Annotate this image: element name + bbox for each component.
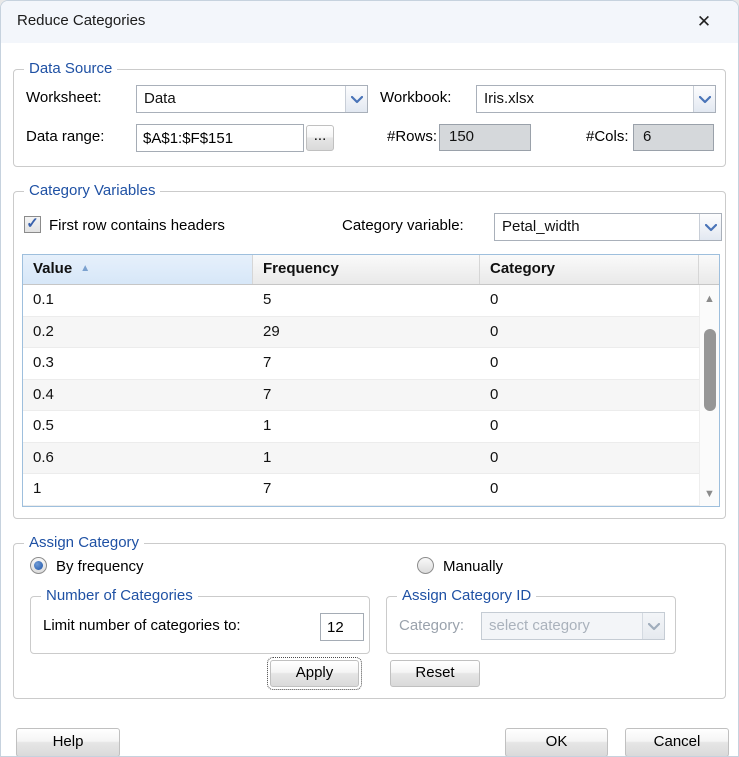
column-header-frequency[interactable]: Frequency bbox=[253, 255, 480, 284]
table-header: Value ▲ Frequency Category bbox=[23, 255, 719, 285]
worksheet-label: Worksheet: bbox=[26, 89, 102, 106]
manually-radio[interactable] bbox=[417, 557, 434, 574]
table-cell: 0 bbox=[490, 385, 499, 403]
cols-label: #Cols: bbox=[586, 128, 629, 145]
worksheet-value: Data bbox=[144, 90, 176, 107]
dialog-title: Reduce Categories bbox=[17, 12, 146, 29]
frequency-table: Value ▲ Frequency Category 0.1 5 0 0.2 29 0 0.3… bbox=[22, 254, 720, 507]
data-range-input[interactable] bbox=[136, 124, 304, 152]
table-cell: 1 bbox=[263, 417, 272, 434]
table-body: 0.1 5 0 0.2 29 0 0.3 7 0 0.4 7 0 0.5 1 0 0.6 1 0 1 7 0 bbox=[23, 285, 719, 506]
category-label: Category: bbox=[399, 617, 465, 634]
table-cell: 1 bbox=[33, 480, 42, 497]
apply-button[interactable]: Apply bbox=[267, 657, 362, 690]
assign-category-id-group: Assign Category ID Category: select cate… bbox=[386, 587, 676, 654]
table-cell: 0.3 bbox=[33, 354, 54, 371]
ok-button[interactable]: OK bbox=[505, 728, 608, 756]
cols-value-field: 6 bbox=[633, 124, 714, 151]
table-row[interactable]: 0.4 7 0 bbox=[23, 379, 719, 411]
table-cell: 0.5 bbox=[33, 417, 54, 434]
table-row[interactable]: 1 7 0 bbox=[23, 474, 719, 506]
table-cell: 7 bbox=[263, 354, 272, 371]
table-row[interactable]: 0.1 5 0 bbox=[23, 285, 719, 317]
manually-label: Manually bbox=[443, 558, 504, 575]
column-header-label: Value bbox=[33, 260, 73, 277]
category-combobox: select category bbox=[481, 612, 665, 640]
by-frequency-radio[interactable] bbox=[30, 557, 47, 574]
column-header-value[interactable]: Value ▲ bbox=[23, 255, 253, 284]
workbook-combobox[interactable]: Iris.xlsx bbox=[476, 85, 716, 113]
column-header-category[interactable]: Category bbox=[480, 255, 699, 284]
category-variables-group: Category Variables ✓ First row contains … bbox=[13, 182, 726, 519]
number-of-categories-group: Number of Categories Limit number of cat… bbox=[30, 587, 370, 654]
help-button[interactable]: Help bbox=[16, 728, 120, 756]
check-icon: ✓ bbox=[26, 215, 39, 232]
number-of-categories-group-label: Number of Categories bbox=[41, 587, 198, 604]
table-cell: 0.4 bbox=[33, 385, 54, 403]
data-range-label: Data range: bbox=[26, 128, 105, 145]
chevron-down-icon bbox=[350, 91, 363, 108]
table-cell: 0 bbox=[490, 448, 499, 466]
reset-button[interactable]: Reset bbox=[390, 660, 480, 687]
radio-selected-dot bbox=[34, 561, 43, 570]
table-row[interactable]: 0.3 7 0 bbox=[23, 348, 719, 380]
browse-button[interactable]: ... bbox=[306, 125, 334, 151]
chevron-down-icon bbox=[698, 91, 711, 108]
cancel-button[interactable]: Cancel bbox=[625, 728, 729, 756]
table-cell: 29 bbox=[263, 322, 280, 340]
sort-ascending-icon: ▲ bbox=[80, 263, 91, 274]
by-frequency-label: By frequency bbox=[56, 558, 144, 575]
category-combobox-value: select category bbox=[489, 617, 590, 634]
category-variable-combobox[interactable]: Petal_width bbox=[494, 213, 722, 241]
table-cell: 5 bbox=[263, 291, 272, 308]
title-bar: Reduce Categories ✕ bbox=[1, 1, 738, 43]
scroll-down-icon[interactable]: ▼ bbox=[704, 488, 715, 500]
data-source-group-label: Data Source bbox=[24, 60, 118, 77]
assign-category-id-group-label: Assign Category ID bbox=[397, 587, 537, 604]
radio-unselected-dot bbox=[421, 561, 430, 570]
chevron-down-icon bbox=[647, 618, 660, 635]
rows-label: #Rows: bbox=[387, 128, 438, 145]
table-cell: 1 bbox=[263, 448, 272, 466]
workbook-dropdown-button[interactable] bbox=[693, 86, 715, 112]
table-cell: 0 bbox=[490, 354, 499, 371]
worksheet-dropdown-button[interactable] bbox=[345, 86, 367, 112]
category-variable-value: Petal_width bbox=[502, 218, 580, 235]
category-variable-dropdown-button[interactable] bbox=[699, 214, 721, 240]
category-variable-label: Category variable: bbox=[342, 217, 464, 234]
table-cell: 0.6 bbox=[33, 448, 54, 466]
table-scrollbar[interactable]: ▲ ▼ bbox=[699, 285, 719, 506]
data-source-group: Data Source Worksheet: Data Workbook: Ir… bbox=[13, 60, 726, 167]
category-variables-group-label: Category Variables bbox=[24, 182, 161, 199]
table-cell: 0 bbox=[490, 291, 499, 308]
worksheet-combobox[interactable]: Data bbox=[136, 85, 368, 113]
limit-categories-label: Limit number of categories to: bbox=[43, 617, 241, 634]
workbook-value: Iris.xlsx bbox=[484, 90, 534, 107]
table-cell: 0.1 bbox=[33, 291, 54, 308]
table-cell: 0 bbox=[490, 417, 499, 434]
table-row[interactable]: 0.5 1 0 bbox=[23, 411, 719, 443]
first-row-headers-checkbox[interactable]: ✓ bbox=[24, 216, 41, 233]
scrollbar-thumb[interactable] bbox=[704, 329, 716, 411]
table-cell: 0 bbox=[490, 480, 499, 497]
rows-value-field: 150 bbox=[439, 124, 531, 151]
assign-category-group-label: Assign Category bbox=[24, 534, 145, 551]
category-dropdown-button bbox=[642, 613, 664, 639]
column-header-spacer bbox=[699, 255, 719, 284]
table-cell: 0 bbox=[490, 322, 499, 340]
first-row-headers-label: First row contains headers bbox=[49, 217, 225, 234]
table-cell: 7 bbox=[263, 385, 272, 403]
table-cell: 0.2 bbox=[33, 322, 54, 340]
table-cell: 7 bbox=[263, 480, 272, 497]
chevron-down-icon bbox=[704, 219, 717, 236]
assign-category-group: Assign Category By frequency Manually Nu… bbox=[13, 534, 726, 699]
table-row[interactable]: 0.2 29 0 bbox=[23, 316, 719, 348]
close-icon[interactable]: ✕ bbox=[696, 12, 712, 31]
table-row[interactable]: 0.6 1 0 bbox=[23, 442, 719, 474]
workbook-label: Workbook: bbox=[380, 89, 452, 106]
scroll-up-icon[interactable]: ▲ bbox=[704, 293, 715, 305]
limit-categories-input[interactable] bbox=[320, 613, 364, 641]
